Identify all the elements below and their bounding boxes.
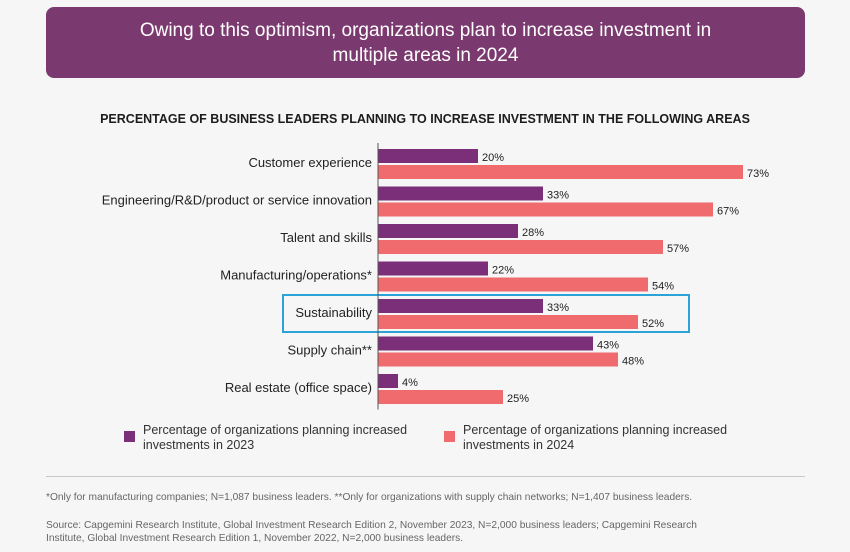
- legend-item-2023: Percentage of organizations planning inc…: [124, 423, 423, 453]
- category-label-sustainability: Sustainability: [295, 305, 372, 320]
- bar-2024-customer-experience: [378, 165, 743, 179]
- bar-2024-talent-and-skills: [378, 240, 663, 254]
- bar-2024-sustainability: [378, 315, 638, 329]
- value-label-2023-manufacturing-operations: 22%: [492, 265, 514, 277]
- category-label-engineering-r-d-product-or-service-innovation: Engineering/R&D/product or service innov…: [102, 193, 372, 208]
- legend-label-2023-line-1: Percentage of organizations planning inc…: [143, 423, 408, 437]
- source-note: Source: Capgemini Research Institute, Gl…: [46, 519, 806, 545]
- bar-2024-engineering-r-d-product-or-service-innovation: [378, 202, 713, 217]
- category-label-supply-chain: Supply chain**: [287, 343, 372, 358]
- source-line-1: Source: Capgemini Research Institute, Gl…: [46, 520, 697, 531]
- bar-2023-manufacturing-operations: [378, 261, 488, 276]
- chart-subtitle: PERCENTAGE OF BUSINESS LEADERS PLANNING …: [100, 112, 750, 126]
- divider: [46, 476, 805, 477]
- value-label-2023-supply-chain: 43%: [597, 340, 619, 352]
- category-label-real-estate-office-space: Real estate (office space): [225, 380, 372, 395]
- footnote: *Only for manufacturing companies; N=1,0…: [46, 492, 693, 503]
- bar-2023-real-estate-office-space: [378, 374, 398, 388]
- value-label-2023-engineering-r-d-product-or-service-innovation: 33%: [547, 190, 569, 202]
- value-label-2023-real-estate-office-space: 4%: [402, 377, 418, 389]
- bar-2023-engineering-r-d-product-or-service-innovation: [378, 186, 543, 201]
- legend-label-2024-line-1: Percentage of organizations planning inc…: [463, 423, 728, 437]
- value-label-2023-sustainability: 33%: [547, 302, 569, 314]
- value-label-2024-real-estate-office-space: 25%: [507, 393, 529, 405]
- source-line-2: Institute, Global Investment Research Ed…: [46, 533, 464, 544]
- bar-2023-talent-and-skills: [378, 224, 518, 238]
- legend-label-2023-line-2: investments in 2023: [143, 438, 255, 452]
- value-label-2024-engineering-r-d-product-or-service-innovation: 67%: [717, 206, 739, 218]
- bar-2024-supply-chain: [378, 352, 618, 367]
- category-label-customer-experience: Customer experience: [248, 155, 372, 170]
- title-banner: Owing to this optimism, organizations pl…: [46, 7, 805, 78]
- legend-swatch-2023: [124, 431, 135, 442]
- value-label-2024-manufacturing-operations: 54%: [652, 281, 674, 293]
- value-label-2024-supply-chain: 48%: [622, 356, 644, 368]
- value-label-2024-customer-experience: 73%: [747, 168, 769, 180]
- value-label-2023-talent-and-skills: 28%: [522, 227, 544, 239]
- bar-2023-sustainability: [378, 299, 543, 313]
- bar-2023-supply-chain: [378, 336, 593, 351]
- bar-2023-customer-experience: [378, 149, 478, 163]
- category-label-manufacturing-operations: Manufacturing/operations*: [220, 268, 372, 283]
- value-label-2023-customer-experience: 20%: [482, 152, 504, 164]
- bar-chart: Customer experience 20% 73% Engineering/R&D…: [102, 143, 769, 410]
- highlight-box-sustainability: [282, 294, 690, 333]
- category-label-talent-and-skills: Talent and skills: [280, 230, 372, 245]
- banner-title-line-2: multiple areas in 2024: [332, 44, 519, 66]
- legend-label-2024-line-2: investments in 2024: [463, 438, 575, 452]
- legend-item-2024: Percentage of organizations planning inc…: [444, 423, 743, 453]
- value-label-2024-talent-and-skills: 57%: [667, 243, 689, 255]
- value-label-2024-sustainability: 52%: [642, 318, 664, 330]
- banner-title-line-1: Owing to this optimism, organizations pl…: [139, 19, 712, 41]
- bar-2024-real-estate-office-space: [378, 390, 503, 404]
- legend-swatch-2024: [444, 431, 455, 442]
- bar-2024-manufacturing-operations: [378, 277, 648, 292]
